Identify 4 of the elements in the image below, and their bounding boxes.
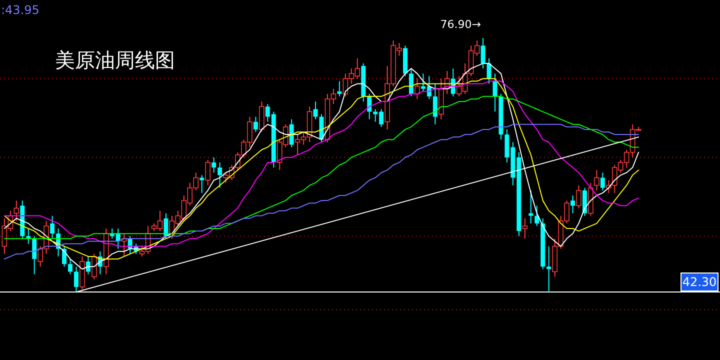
text: :43.95 xyxy=(1,3,40,17)
text: 42.30 xyxy=(682,275,717,290)
text: 76.90→ xyxy=(440,18,482,31)
text: 美原油周线图 xyxy=(55,48,175,72)
